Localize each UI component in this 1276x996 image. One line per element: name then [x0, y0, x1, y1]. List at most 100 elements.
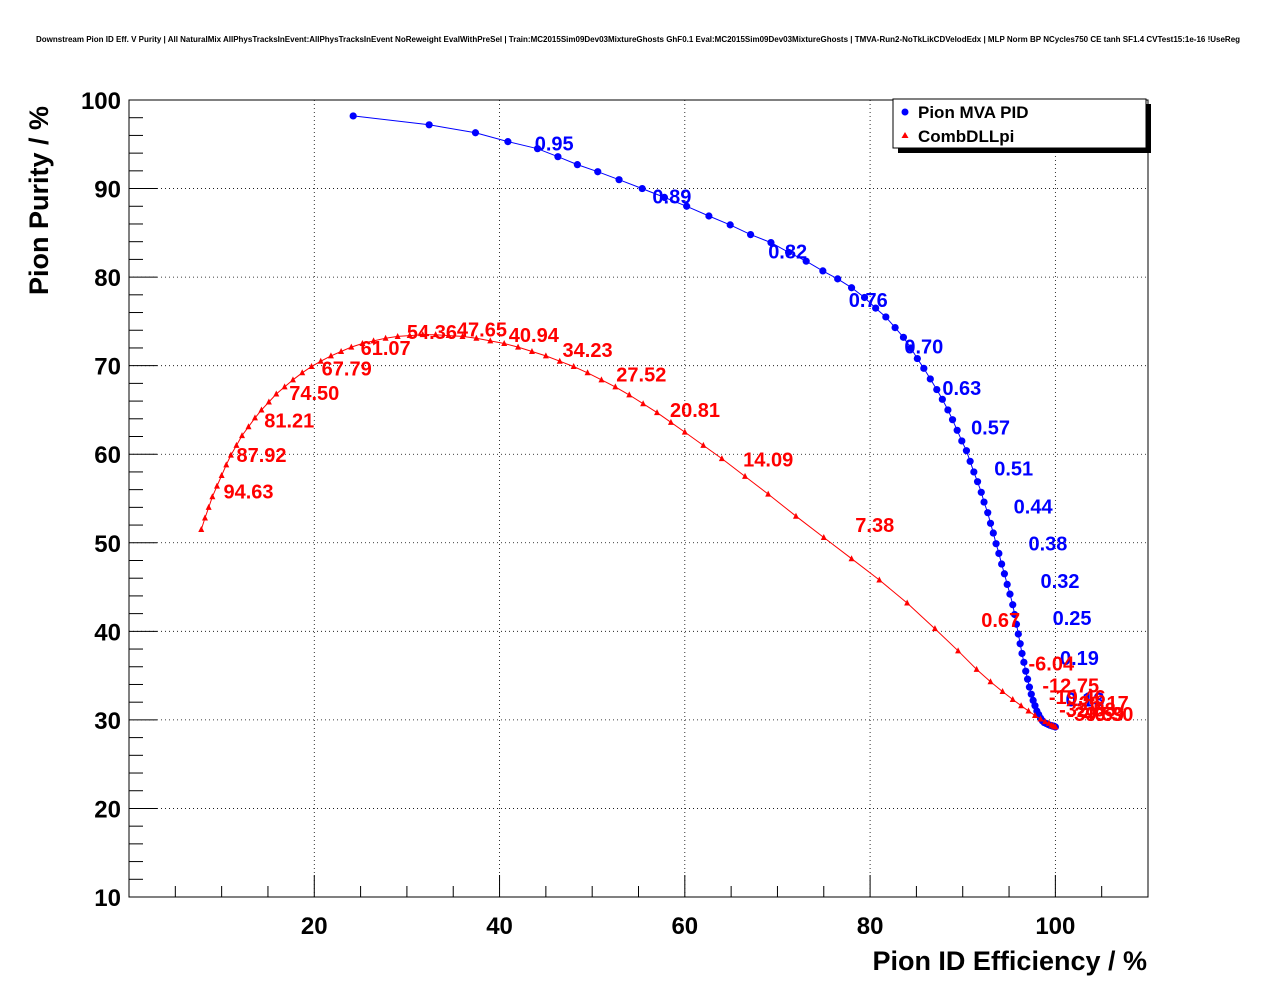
data-point	[626, 391, 633, 398]
data-point	[899, 333, 908, 341]
data-point	[989, 529, 997, 537]
data-label: 27.52	[616, 365, 666, 387]
data-label: 34.23	[563, 340, 613, 362]
data-point	[995, 549, 1003, 558]
data-point	[681, 428, 688, 435]
data-point	[638, 184, 646, 193]
data-label: 0.13	[1066, 690, 1105, 712]
data-point	[999, 688, 1006, 695]
data-point	[394, 332, 401, 339]
data-label: 47.65	[457, 319, 507, 341]
data-point	[872, 304, 880, 312]
data-point	[973, 665, 980, 672]
data-point	[802, 257, 810, 265]
data-point	[1020, 658, 1028, 666]
data-point	[471, 129, 480, 137]
data-label: 0.63	[942, 378, 981, 400]
data-point	[705, 212, 713, 220]
data-label: 81.21	[264, 411, 314, 433]
data-point	[955, 647, 962, 654]
data-point	[848, 555, 855, 562]
data-point	[1037, 715, 1044, 722]
data-label: 61.07	[361, 338, 411, 360]
legend-label-dll: CombDLLpi	[918, 127, 1014, 146]
data-point	[251, 414, 258, 421]
data-label: -6.04	[1028, 653, 1074, 675]
data-point	[891, 323, 899, 332]
data-point	[1025, 683, 1034, 691]
data-point	[612, 383, 619, 390]
data-point	[938, 395, 946, 403]
data-point	[205, 503, 212, 510]
data-point	[970, 468, 978, 476]
data-point	[218, 471, 225, 478]
data-point	[1023, 675, 1032, 683]
data-label: 0.44	[1014, 497, 1054, 519]
y-tick-label: 60	[94, 442, 121, 469]
data-point	[973, 478, 982, 486]
data-point	[765, 490, 772, 497]
data-point	[598, 376, 605, 383]
data-point	[554, 153, 562, 161]
x-tick-label: 80	[857, 913, 884, 940]
y-tick-label: 90	[94, 177, 121, 204]
data-point	[515, 343, 522, 350]
data-point	[406, 332, 413, 339]
y-tick-label: 20	[94, 796, 121, 823]
data-label: 0.89	[652, 187, 691, 209]
data-label: 0.76	[849, 290, 888, 312]
data-point	[683, 202, 691, 210]
data-point	[1009, 696, 1016, 703]
data-point	[660, 193, 669, 202]
data-point	[570, 363, 577, 370]
y-tick-label: 10	[94, 885, 121, 912]
plot-frame	[128, 99, 1149, 898]
data-point	[718, 455, 725, 462]
data-point	[1027, 690, 1035, 698]
data-point	[1006, 590, 1014, 598]
data-label: 0.19	[1060, 648, 1099, 670]
data-label: 40.94	[509, 325, 560, 347]
data-point	[1012, 620, 1021, 628]
data-point	[977, 488, 985, 496]
data-label: -19.46	[1049, 687, 1106, 709]
grid-lines	[129, 100, 1148, 897]
data-point	[501, 340, 508, 347]
data-point	[767, 238, 775, 247]
x-tick-label: 20	[301, 913, 328, 940]
data-point	[958, 437, 966, 445]
data-point	[348, 343, 355, 350]
data-point	[233, 441, 240, 448]
data-point	[265, 398, 272, 405]
legend-marker-dll	[901, 132, 909, 138]
data-label: 0.57	[971, 418, 1010, 440]
data-label: 94.63	[223, 482, 273, 504]
x-tick-label: 100	[1035, 913, 1075, 940]
x-tick-label: 40	[486, 913, 513, 940]
data-point	[533, 145, 542, 153]
data-label: 0.67	[981, 610, 1020, 632]
tick-labels: 20 40 60 80 100 10 20 30 40 50 60 70 80 90 100	[81, 88, 1075, 940]
data-point	[1018, 702, 1025, 709]
data-point	[223, 461, 230, 468]
data-point	[1009, 601, 1017, 609]
data-label: -39.59	[1067, 704, 1124, 726]
data-point	[281, 383, 288, 390]
data-point	[742, 472, 749, 479]
data-point	[1018, 649, 1026, 658]
data-point	[459, 332, 466, 339]
data-label: 20.81	[670, 400, 720, 422]
data-point	[227, 451, 234, 458]
data-point	[700, 441, 707, 448]
data-point	[1031, 711, 1038, 718]
data-point	[198, 525, 205, 532]
data-label: -12.75	[1042, 675, 1099, 697]
data-point	[784, 248, 793, 256]
data-point	[419, 331, 426, 338]
data-point	[289, 376, 296, 383]
data-point	[542, 352, 549, 359]
data-point	[820, 533, 827, 540]
data-point	[273, 390, 280, 397]
data-point	[876, 576, 883, 583]
